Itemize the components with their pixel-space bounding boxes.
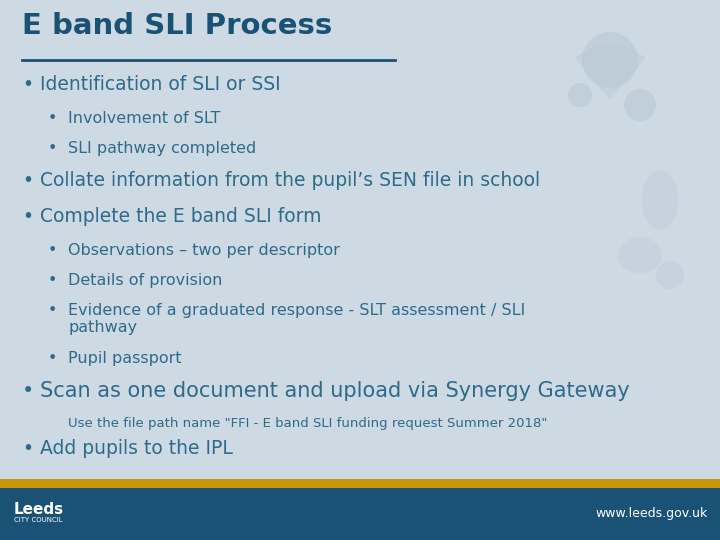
- Text: •: •: [48, 111, 58, 126]
- Ellipse shape: [656, 261, 684, 289]
- Bar: [0, 479, 720, 488]
- Text: •: •: [48, 351, 58, 366]
- Text: Pupil passport: Pupil passport: [68, 351, 181, 366]
- Text: Involvement of SLT: Involvement of SLT: [68, 111, 220, 126]
- Text: Observations – two per descriptor: Observations – two per descriptor: [68, 243, 340, 258]
- Text: •: •: [22, 75, 33, 94]
- Text: SLI pathway completed: SLI pathway completed: [68, 141, 256, 156]
- Text: www.leeds.gov.uk: www.leeds.gov.uk: [595, 508, 708, 521]
- Text: Complete the E band SLI form: Complete the E band SLI form: [40, 207, 322, 226]
- Text: CITY COUNCIL: CITY COUNCIL: [14, 517, 63, 523]
- Text: Leeds: Leeds: [14, 502, 64, 516]
- Text: Details of provision: Details of provision: [68, 273, 222, 288]
- Circle shape: [624, 89, 656, 121]
- Circle shape: [582, 32, 638, 88]
- Text: •: •: [48, 141, 58, 156]
- Text: Collate information from the pupil’s SEN file in school: Collate information from the pupil’s SEN…: [40, 171, 540, 190]
- Text: •: •: [22, 171, 33, 190]
- Text: Identification of SLI or SSI: Identification of SLI or SSI: [40, 75, 281, 94]
- Bar: [0, 488, 720, 540]
- Wedge shape: [575, 45, 645, 100]
- Text: •: •: [48, 273, 58, 288]
- Text: Use the file path name "FFI - E band SLI funding request Summer 2018": Use the file path name "FFI - E band SLI…: [68, 417, 547, 430]
- Text: •: •: [48, 303, 58, 318]
- Text: •: •: [22, 381, 35, 401]
- Ellipse shape: [618, 237, 662, 273]
- Text: •: •: [48, 243, 58, 258]
- Text: Scan as one document and upload via Synergy Gateway: Scan as one document and upload via Syne…: [40, 381, 630, 401]
- Text: Evidence of a graduated response - SLT assessment / SLI
pathway: Evidence of a graduated response - SLT a…: [68, 303, 526, 335]
- Ellipse shape: [642, 170, 678, 230]
- Text: E band SLI Process: E band SLI Process: [22, 12, 332, 40]
- Circle shape: [568, 83, 592, 107]
- Text: •: •: [22, 207, 33, 226]
- Text: Add pupils to the IPL: Add pupils to the IPL: [40, 439, 233, 458]
- Text: •: •: [22, 439, 33, 458]
